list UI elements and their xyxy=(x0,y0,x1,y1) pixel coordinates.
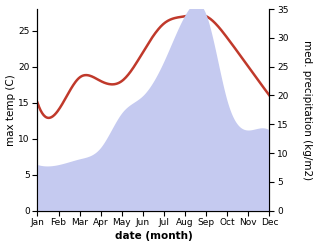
X-axis label: date (month): date (month) xyxy=(114,231,192,242)
Y-axis label: med. precipitation (kg/m2): med. precipitation (kg/m2) xyxy=(302,40,313,180)
Y-axis label: max temp (C): max temp (C) xyxy=(5,74,16,146)
